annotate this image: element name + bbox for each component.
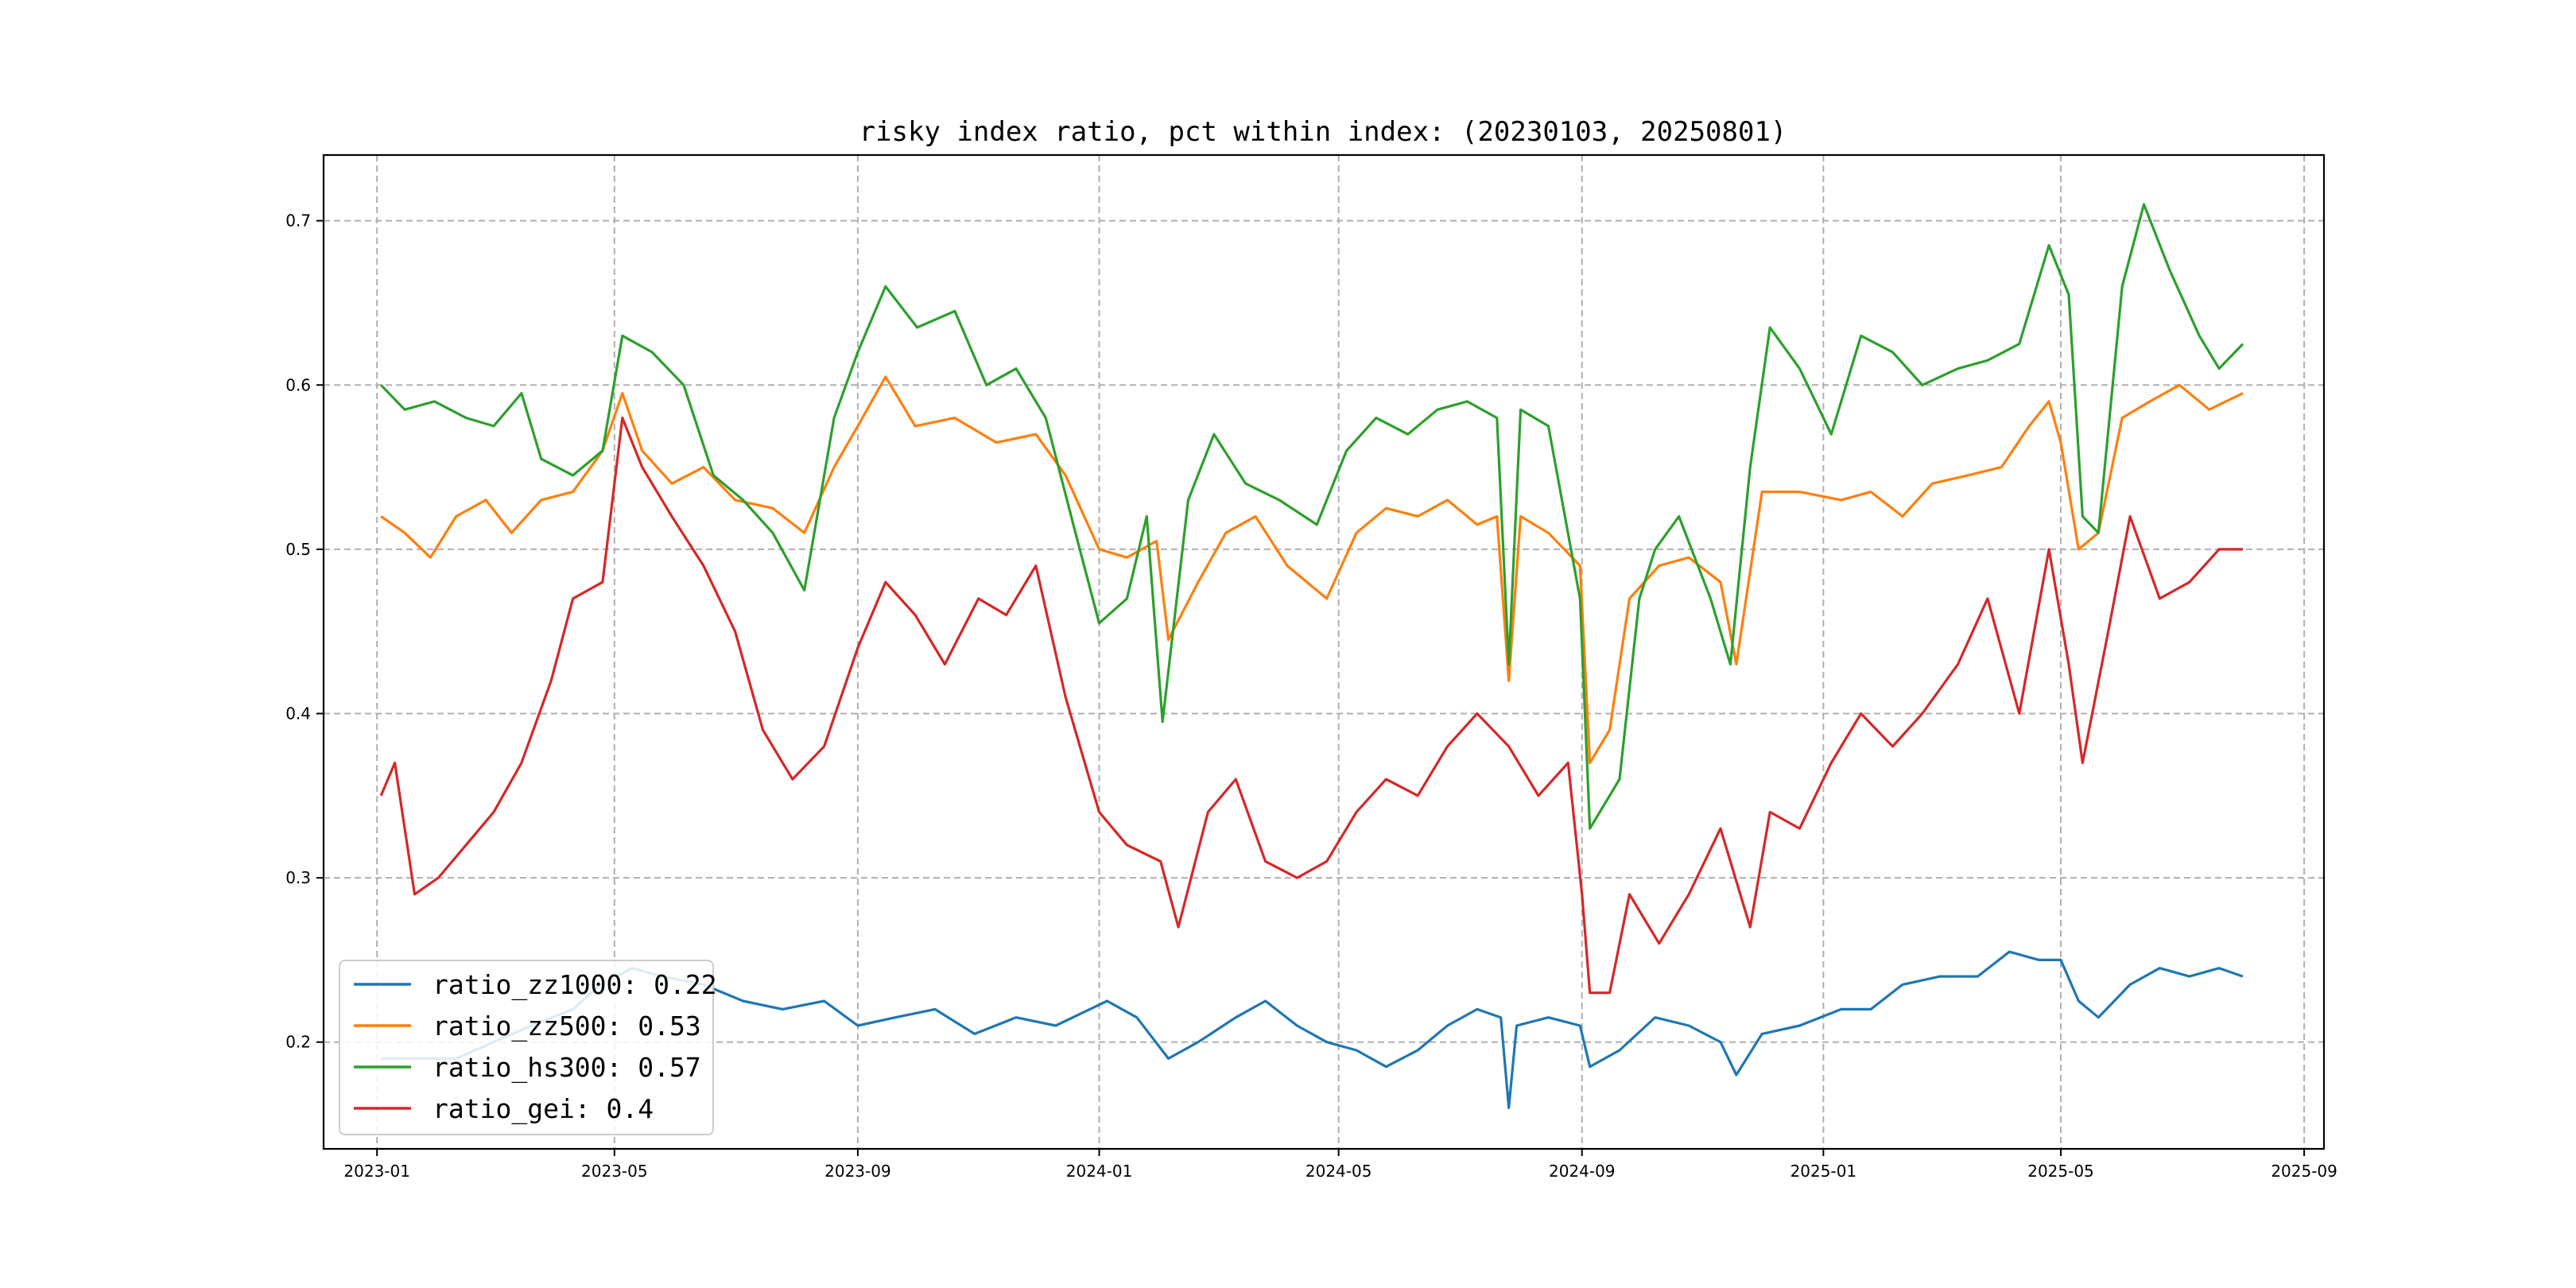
x-tick-label: 2025-09 bbox=[2271, 1162, 2337, 1181]
plot-frame bbox=[322, 153, 2326, 1150]
y-tick-label: 0.2 bbox=[285, 1033, 311, 1052]
x-tick-label: 2023-05 bbox=[581, 1162, 648, 1181]
legend-label-ratio_zz500: ratio_zz500: 0.53 bbox=[433, 1011, 701, 1042]
legend-box bbox=[339, 960, 714, 1135]
legend-label-ratio_hs300: ratio_hs300: 0.57 bbox=[433, 1052, 701, 1084]
x-tick-label: 2025-01 bbox=[1790, 1162, 1857, 1181]
chart-title: risky index ratio, pct within index: (20… bbox=[859, 116, 1787, 148]
y-tick-label: 0.6 bbox=[285, 375, 311, 394]
legend-label-ratio_zz1000: ratio_zz1000: 0.22 bbox=[433, 969, 717, 1001]
x-tick-label: 2023-01 bbox=[343, 1162, 410, 1181]
x-tick-label: 2023-09 bbox=[824, 1162, 891, 1181]
legend: ratio_zz1000: 0.22 ratio_zz500: 0.53 ratio… bbox=[339, 960, 717, 1135]
series-line-ratio_hs300 bbox=[380, 203, 2244, 830]
x-tick-label: 2024-09 bbox=[1549, 1162, 1616, 1181]
x-tick-label: 2024-01 bbox=[1066, 1162, 1133, 1181]
y-tick-label: 0.5 bbox=[285, 540, 311, 559]
grid-lines bbox=[324, 155, 2324, 1149]
series-line-ratio_zz500 bbox=[380, 375, 2244, 765]
series-line-ratio_zz1000 bbox=[381, 950, 2244, 1109]
y-tick-label: 0.3 bbox=[285, 868, 311, 887]
legend-label-ratio_gei: ratio_gei: 0.4 bbox=[433, 1093, 654, 1125]
series-line-ratio_gei bbox=[379, 416, 2243, 995]
series-group bbox=[379, 203, 2244, 1109]
y-tick-label: 0.7 bbox=[285, 211, 311, 231]
x-tick-label: 2025-05 bbox=[2027, 1162, 2094, 1181]
x-tick-label: 2024-05 bbox=[1305, 1162, 1372, 1181]
y-tick-label: 0.4 bbox=[285, 704, 311, 723]
axis-ticks: 2023-01 2023-05 2023-09 2024-01 2024-05 2024-… bbox=[285, 211, 2337, 1181]
